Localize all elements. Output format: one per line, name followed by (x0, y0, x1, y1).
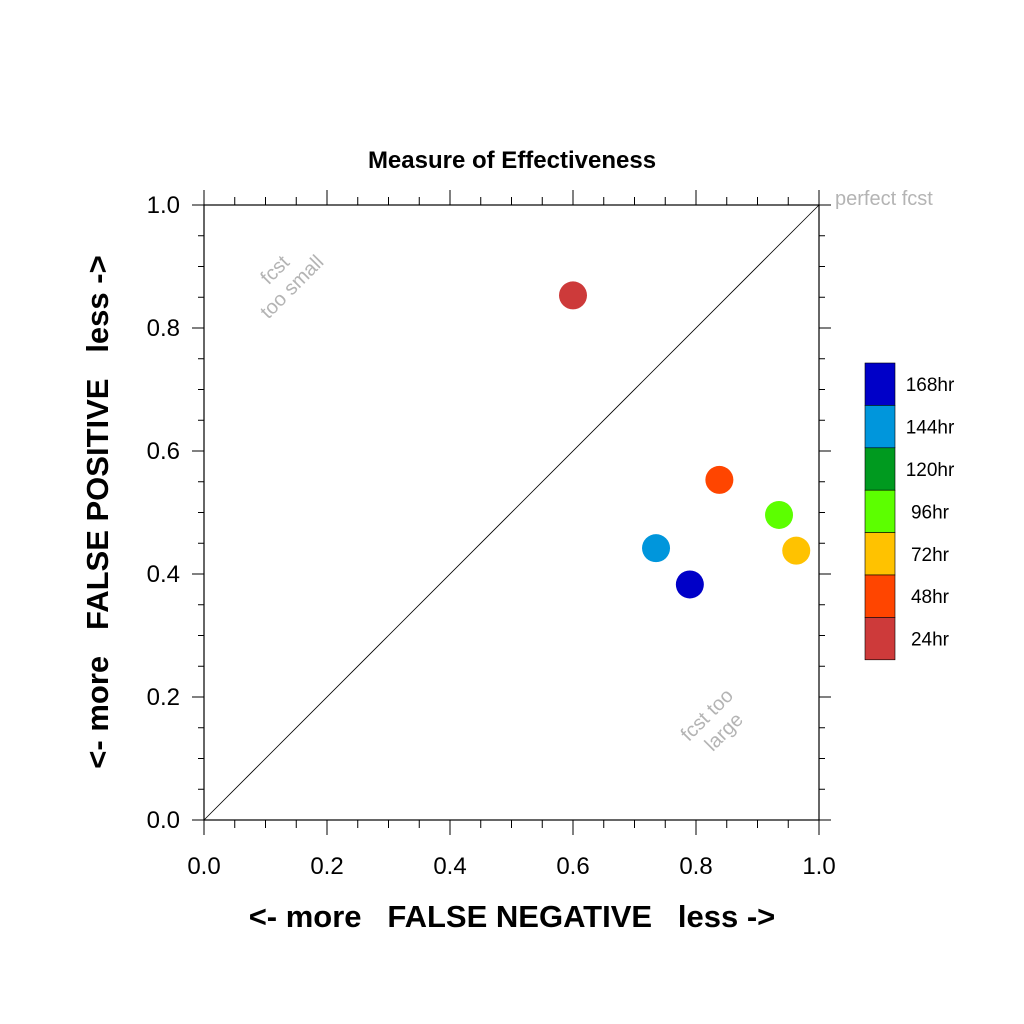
data-point-48hr (705, 465, 734, 494)
x-tick-label: 0.6 (556, 853, 589, 880)
data-point-96hr (765, 500, 794, 529)
y-tick-label: 0.6 (147, 438, 180, 465)
data-points (559, 281, 811, 599)
legend-swatch-24hr (864, 617, 896, 661)
x-tick-label: 0.0 (187, 853, 220, 880)
diagonal-line (203, 204, 820, 821)
y-tick-labels: 0.0 0.2 0.4 0.6 0.8 1.0 (147, 192, 180, 834)
x-axis-label: <- more FALSE NEGATIVE less -> (249, 899, 776, 934)
legend-swatch-96hr (864, 489, 896, 533)
legend-label-48hr: 48hr (911, 587, 950, 608)
legend: 168hr 144hr 120hr 96hr 72hr 48hr 24hr (864, 362, 955, 661)
y-tick-label: 0.4 (147, 561, 180, 588)
legend-swatch-48hr (864, 574, 896, 618)
too-large-annotation: fcst too large (677, 685, 748, 756)
x-tick-label: 0.8 (679, 853, 712, 880)
x-tick-labels: 0.0 0.2 0.4 0.6 0.8 1.0 (187, 853, 835, 880)
legend-swatch-168hr (864, 362, 896, 406)
perfect-forecast-annotation: perfect fcst (835, 188, 933, 210)
legend-label-168hr: 168hr (906, 375, 955, 396)
legend-label-96hr: 96hr (911, 502, 950, 523)
y-tick-label: 0.0 (147, 807, 180, 834)
axis-ticks (192, 190, 831, 835)
legend-swatch-144hr (864, 405, 896, 449)
data-point-144hr (642, 534, 671, 563)
chart-title: Measure of Effectiveness (368, 147, 656, 174)
y-tick-label: 0.8 (147, 315, 180, 342)
y-tick-label: 0.2 (147, 684, 180, 711)
y-tick-label: 1.0 (147, 192, 180, 219)
legend-label-144hr: 144hr (906, 418, 955, 439)
x-tick-label: 0.4 (433, 853, 466, 880)
data-point-24hr (559, 281, 587, 310)
data-point-168hr (675, 570, 704, 599)
y-axis-label: <- more FALSE POSITIVE less -> (80, 255, 115, 768)
legend-label-120hr: 120hr (906, 460, 955, 481)
legend-swatch-72hr (864, 532, 896, 576)
too-small-annotation: fcst too small (256, 251, 328, 323)
data-point-72hr (782, 536, 811, 565)
x-tick-label: 1.0 (802, 853, 835, 880)
x-tick-label: 0.2 (310, 853, 343, 880)
legend-label-24hr: 24hr (911, 630, 950, 651)
legend-swatch-120hr (864, 447, 896, 491)
legend-label-72hr: 72hr (911, 545, 950, 566)
